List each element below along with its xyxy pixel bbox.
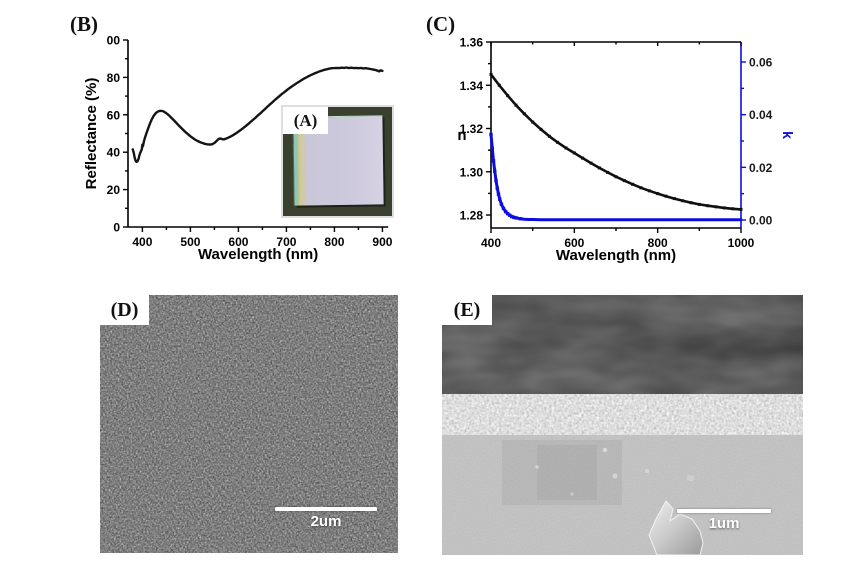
debris-speck xyxy=(535,465,539,469)
scale-bar-2um xyxy=(275,507,377,511)
svg-text:1.36: 1.36 xyxy=(460,36,484,50)
panel-a-label: (A) xyxy=(293,110,318,130)
sem-surface-image: (D) 2um xyxy=(100,295,398,553)
svg-text:900: 900 xyxy=(372,235,392,249)
svg-text:700: 700 xyxy=(276,235,296,249)
scale-bar-1um-label: 1um xyxy=(708,515,740,532)
svg-text:400: 400 xyxy=(132,235,152,249)
panel-e-label-box: (E) xyxy=(442,295,492,325)
panel-e-label: (E) xyxy=(453,298,481,321)
svg-text:Wavelength (nm): Wavelength (nm) xyxy=(198,246,318,263)
svg-text:0.02: 0.02 xyxy=(749,161,773,175)
scale-bar-1um xyxy=(677,509,771,513)
panel-d-label: (D) xyxy=(110,298,139,321)
svg-text:1.28: 1.28 xyxy=(460,209,484,223)
svg-text:400: 400 xyxy=(481,236,501,250)
sem-surface-texture xyxy=(100,295,398,553)
svg-text:n: n xyxy=(457,127,466,144)
debris-speck xyxy=(686,474,695,482)
nanoparticle-film-band xyxy=(442,392,803,435)
svg-text:20: 20 xyxy=(107,183,121,197)
svg-text:800: 800 xyxy=(324,235,344,249)
sem-cross-section-texture xyxy=(442,295,803,555)
svg-text:0: 0 xyxy=(113,221,120,235)
svg-text:1.32: 1.32 xyxy=(460,122,484,136)
sem-cross-section-image: (E) 1um xyxy=(442,295,803,555)
svg-text:800: 800 xyxy=(648,236,668,250)
debris-speck xyxy=(612,473,618,479)
svg-text:60: 60 xyxy=(107,108,121,122)
scale-bar-2um-label: 2um xyxy=(310,513,342,530)
panel-d-label-box: (D) xyxy=(100,295,149,325)
panel-b-label: (B) xyxy=(70,12,98,36)
svg-text:600: 600 xyxy=(564,236,584,250)
debris-speck xyxy=(602,447,608,453)
substrate-region xyxy=(442,433,803,555)
charging-artifact xyxy=(537,445,597,500)
debris-speck xyxy=(645,469,649,473)
svg-text:00: 00 xyxy=(107,34,121,48)
svg-text:0.06: 0.06 xyxy=(749,56,773,70)
svg-text:1.30: 1.30 xyxy=(460,165,484,179)
svg-text:40: 40 xyxy=(107,146,121,160)
optical-constants-chart: 400 600 800 1000 1.28 1.30 1.32 1.34 1.36 0.00 0.0… xyxy=(457,36,796,265)
svg-text:600: 600 xyxy=(228,235,248,249)
svg-text:1000: 1000 xyxy=(728,236,755,250)
sample-photo-inset: (A) xyxy=(281,105,394,218)
cleaved-shard-artifact xyxy=(648,500,704,555)
panel-a-label-box: (A) xyxy=(283,107,328,134)
debris-speck xyxy=(570,492,574,496)
vacuum-background-region xyxy=(442,295,803,394)
reflectance-spectrum-chart: 400 500 600 700 800 900 0 20 40 60 80 00 Wavelength … xyxy=(83,34,393,264)
svg-text:80: 80 xyxy=(107,71,121,85)
svg-text:Wavelength (nm): Wavelength (nm) xyxy=(556,247,676,264)
svg-text:1.34: 1.34 xyxy=(460,79,484,93)
svg-text:k: k xyxy=(780,131,796,139)
svg-text:500: 500 xyxy=(180,235,200,249)
svg-text:0.00: 0.00 xyxy=(749,213,773,227)
svg-text:Reflectance (%): Reflectance (%) xyxy=(83,78,100,190)
svg-text:0.04: 0.04 xyxy=(749,108,773,122)
charging-artifact xyxy=(502,440,622,505)
panel-c-label: (C) xyxy=(426,12,456,36)
